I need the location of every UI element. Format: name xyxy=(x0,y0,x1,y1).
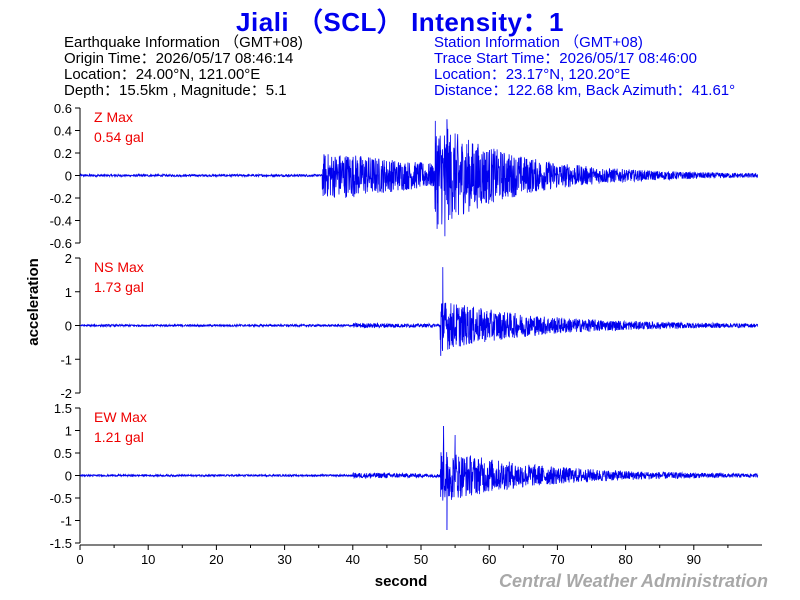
y-tick-label: -0.4 xyxy=(50,214,72,229)
epicenter-location: Location：24.00°N, 121.00°E xyxy=(64,66,261,83)
chart-title: Jiali （SCL） Intensity：1 xyxy=(236,7,564,37)
max-value-ns: 1.73 gal xyxy=(94,279,144,295)
y-tick-label: 0 xyxy=(65,169,72,184)
earthquake-info: Earthquake Information （GMT+08) Origin T… xyxy=(64,35,303,99)
trace-start-time: Trace Start Time：2026/05/17 08:46:00 xyxy=(434,50,697,67)
distance-azimuth: Distance：122.68 km, Back Azimuth：41.61° xyxy=(434,82,736,99)
x-tick-label: 50 xyxy=(414,552,428,567)
trace-ns xyxy=(79,267,759,356)
earthquake-info-heading: Earthquake Information （GMT+08) xyxy=(64,34,303,51)
y-tick-label: -2 xyxy=(60,386,72,401)
station-location: Location：23.17°N, 120.20°E xyxy=(434,66,631,83)
max-value-ew: 1.21 gal xyxy=(94,429,144,445)
depth-magnitude: Depth：15.5km , Magnitude：5.1 xyxy=(64,82,287,99)
x-tick-label: 60 xyxy=(482,552,496,567)
max-label-ew: EW Max xyxy=(94,409,147,425)
y-tick-label: 1.5 xyxy=(54,401,72,416)
trace-ew xyxy=(79,425,759,531)
x-tick-label: 80 xyxy=(618,552,632,567)
x-tick-label: 30 xyxy=(277,552,291,567)
x-tick-label: 90 xyxy=(687,552,701,567)
y-tick-label: 0.5 xyxy=(54,446,72,461)
y-axis-label: acceleration xyxy=(25,258,42,346)
max-value-z: 0.54 gal xyxy=(94,129,144,145)
max-label-z: Z Max xyxy=(94,109,133,125)
y-tick-label: -1.5 xyxy=(50,536,72,551)
y-tick-label: -0.2 xyxy=(50,191,72,206)
y-tick-label: -0.6 xyxy=(50,236,72,251)
y-tick-label: -1 xyxy=(60,514,72,529)
y-tick-label: 0.4 xyxy=(54,124,72,139)
station-info: Station Information （GMT+08) Trace Start… xyxy=(434,35,735,99)
x-tick-label: 20 xyxy=(209,552,223,567)
y-tick-label: 0 xyxy=(65,319,72,334)
trace-z xyxy=(79,119,758,237)
max-label-ns: NS Max xyxy=(94,259,144,275)
x-tick-label: 70 xyxy=(550,552,564,567)
y-tick-label: -1 xyxy=(60,352,72,367)
x-tick-label: 40 xyxy=(346,552,360,567)
y-tick-label: 1 xyxy=(65,424,72,439)
agency-credit: Central Weather Administration xyxy=(498,571,768,591)
y-tick-label: 2 xyxy=(65,251,72,266)
y-tick-label: -0.5 xyxy=(50,491,72,506)
origin-time: Origin Time：2026/05/17 08:46:14 xyxy=(64,50,294,67)
y-tick-label: 0.2 xyxy=(54,146,72,161)
x-tick-label: 10 xyxy=(141,552,155,567)
station-info-heading: Station Information （GMT+08) xyxy=(434,34,643,51)
y-tick-label: 0.6 xyxy=(54,101,72,116)
y-tick-label: 1 xyxy=(65,285,72,300)
x-tick-label: 0 xyxy=(76,552,83,567)
y-tick-label: 0 xyxy=(65,469,72,484)
x-axis-label: second xyxy=(375,573,428,590)
